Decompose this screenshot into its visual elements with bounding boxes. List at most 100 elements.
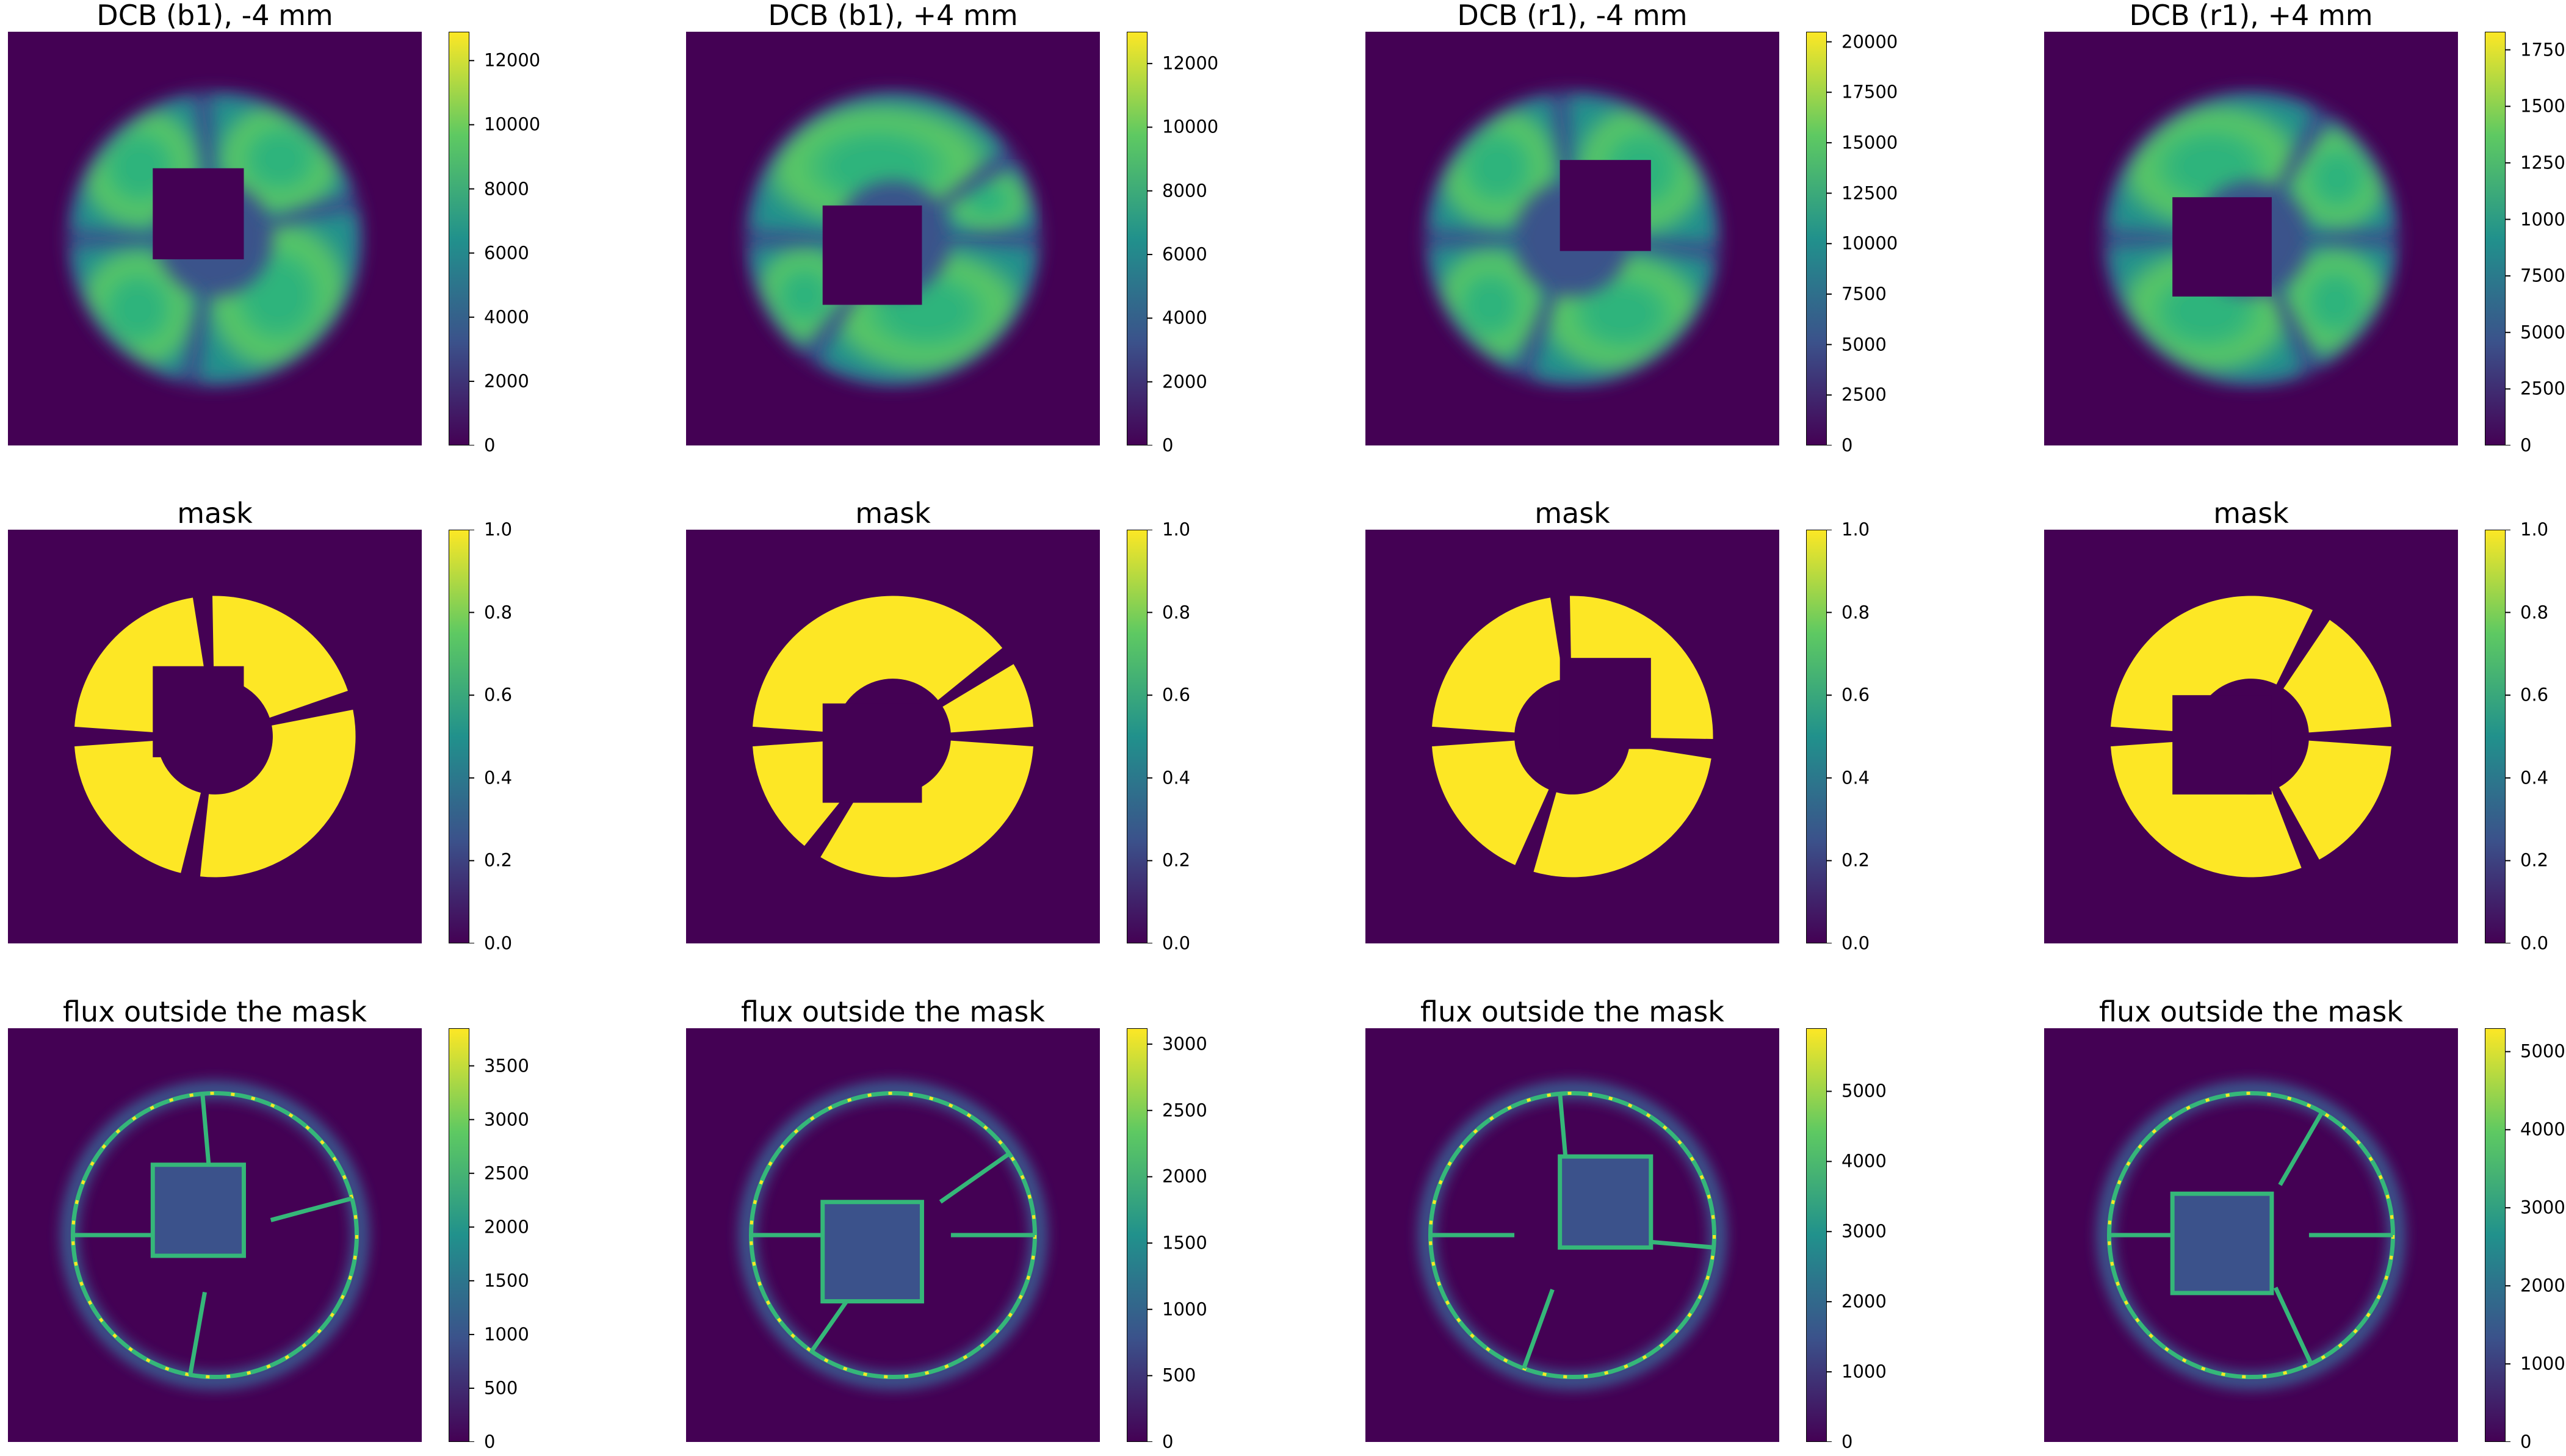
ring-segment xyxy=(2111,242,2302,380)
colorbar-tick-label: 4000 xyxy=(484,306,529,328)
ring-segment xyxy=(2111,98,2313,235)
edge-inner-square xyxy=(2170,1191,2274,1296)
colorbar-tick-label: 500 xyxy=(1162,1364,1196,1386)
colorbar-tick-label: 0.6 xyxy=(1162,684,1191,705)
colorbar-tick-label: 0 xyxy=(1162,434,1174,456)
colorbar-gradient xyxy=(1127,530,1147,943)
edge-gap xyxy=(2273,1286,2313,1365)
edge-inner-square xyxy=(1558,1154,1653,1250)
colorbar-tick-label: 0 xyxy=(484,434,496,456)
colorbar-tick-label: 8000 xyxy=(484,178,529,200)
subplot-title: DCB (r1), -4 mm xyxy=(1457,0,1688,32)
mask-segment xyxy=(942,664,1033,733)
colorbar xyxy=(1127,32,1152,445)
colorbar-tick-label: 12500 xyxy=(2520,152,2566,173)
ring-segment xyxy=(820,242,1033,380)
colorbar-tick-label: 0 xyxy=(1162,1431,1174,1452)
colorbar-tick-label: 2000 xyxy=(1162,1166,1207,1187)
colorbar-tick-label: 10000 xyxy=(484,114,541,135)
colorbar-tick-label: 0.4 xyxy=(484,767,513,788)
subplot-title: mask xyxy=(2213,497,2289,530)
edge-outer-hot xyxy=(71,1091,359,1379)
edge-inner-square xyxy=(150,1162,246,1258)
colorbar-gradient xyxy=(1806,1028,1827,1442)
colorbar xyxy=(1127,530,1152,943)
heatmap-image xyxy=(1365,1028,1779,1442)
colorbar xyxy=(1127,1028,1152,1442)
heatmap-image xyxy=(686,32,1100,445)
ring-segment xyxy=(2283,121,2391,235)
mask-segment xyxy=(2111,740,2302,878)
colorbar-tick-label: 12000 xyxy=(1162,52,1219,74)
subplot-title: mask xyxy=(855,497,931,530)
edge-gap xyxy=(939,1151,1011,1204)
colorbar-tick-label: 0 xyxy=(484,1431,496,1452)
mask-hole xyxy=(2172,695,2272,795)
colorbar-tick-label: 15000 xyxy=(2520,95,2566,117)
ring-segment xyxy=(1432,99,1564,235)
colorbar-tick-label: 0.0 xyxy=(484,932,513,954)
colorbar-tick-label: 1.0 xyxy=(1841,519,1870,540)
central-hole xyxy=(822,205,922,305)
colorbar-tick-label: 0.4 xyxy=(1162,767,1191,788)
colorbar-tick-label: 500 xyxy=(484,1377,518,1399)
colorbar-tick-label: 6000 xyxy=(1162,243,1207,265)
colorbar-tick-label: 2500 xyxy=(2520,378,2565,399)
colorbar-tick-label: 10000 xyxy=(2520,209,2566,229)
colorbar-tick-label: 0 xyxy=(1841,1431,1853,1452)
colorbar-tick-label: 5000 xyxy=(2520,322,2565,343)
heatmap-image xyxy=(8,32,422,445)
colorbar-tick-label: 2500 xyxy=(484,1162,529,1184)
colorbar-tick-label: 0.2 xyxy=(1841,849,1870,871)
colorbar-gradient xyxy=(2485,32,2506,445)
colorbar-tick-label: 5000 xyxy=(1841,1080,1887,1101)
mask-segment xyxy=(1432,740,1549,865)
edge-halo xyxy=(60,1080,370,1390)
colorbar xyxy=(1806,530,1832,943)
heatmap-image xyxy=(1365,530,1779,943)
subplot-title: flux outside the mask xyxy=(63,995,367,1028)
colorbar-tick-label: 1.0 xyxy=(484,519,513,540)
colorbar-tick-label: 5000 xyxy=(1841,334,1887,355)
colorbar-tick-label: 8000 xyxy=(1162,180,1207,201)
colorbar-gradient xyxy=(2485,530,2506,943)
colorbar-tick-label: 1500 xyxy=(1162,1232,1207,1253)
mask-segment xyxy=(2283,619,2391,733)
colorbar-tick-label: 5000 xyxy=(2520,1040,2565,1062)
ring-segment xyxy=(1533,247,1711,380)
mask-segment xyxy=(200,710,356,878)
subplot-title: flux outside the mask xyxy=(1420,995,1724,1028)
mask-segment xyxy=(1533,745,1711,878)
central-hole xyxy=(153,168,244,259)
edge-gap xyxy=(188,1291,207,1375)
colorbar-gradient xyxy=(449,530,469,943)
colorbar-tick-label: 17500 xyxy=(2520,39,2566,60)
colorbar-tick-label: 4000 xyxy=(2520,1119,2565,1140)
ring-segment xyxy=(74,99,206,235)
colorbar-tick-label: 0 xyxy=(1841,434,1853,456)
colorbar-tick-label: 0.4 xyxy=(1841,767,1870,788)
colorbar-tick-label: 0.4 xyxy=(2520,767,2549,788)
colorbar-tick-label: 10000 xyxy=(1841,232,1898,254)
colorbar-gradient xyxy=(1806,32,1827,445)
colorbar-gradient xyxy=(449,1028,469,1442)
subplot-title: flux outside the mask xyxy=(741,995,1045,1028)
colorbar-tick-label: 0.8 xyxy=(1841,602,1870,623)
colorbar-tick-label: 0.6 xyxy=(484,684,513,705)
heatmap-image xyxy=(8,1028,422,1442)
colorbar-tick-label: 0 xyxy=(2520,1431,2532,1452)
colorbar-tick-label: 1000 xyxy=(484,1324,529,1345)
heatmap-image xyxy=(686,1028,1100,1442)
colorbar xyxy=(449,1028,474,1442)
ring-segment xyxy=(74,242,201,375)
colorbar-gradient xyxy=(1806,530,1827,943)
colorbar-tick-label: 3000 xyxy=(1841,1220,1887,1242)
heatmap-image xyxy=(2044,1028,2458,1442)
colorbar-tick-label: 1000 xyxy=(2520,1353,2565,1374)
colorbar-tick-label: 1.0 xyxy=(1162,519,1191,540)
subplot-title: DCB (b1), +4 mm xyxy=(768,0,1018,32)
colorbar-tick-label: 2500 xyxy=(1841,384,1887,405)
colorbar-tick-label: 0.8 xyxy=(484,602,513,623)
colorbar-tick-label: 2000 xyxy=(484,370,529,392)
subplot-title: DCB (r1), +4 mm xyxy=(2129,0,2373,32)
